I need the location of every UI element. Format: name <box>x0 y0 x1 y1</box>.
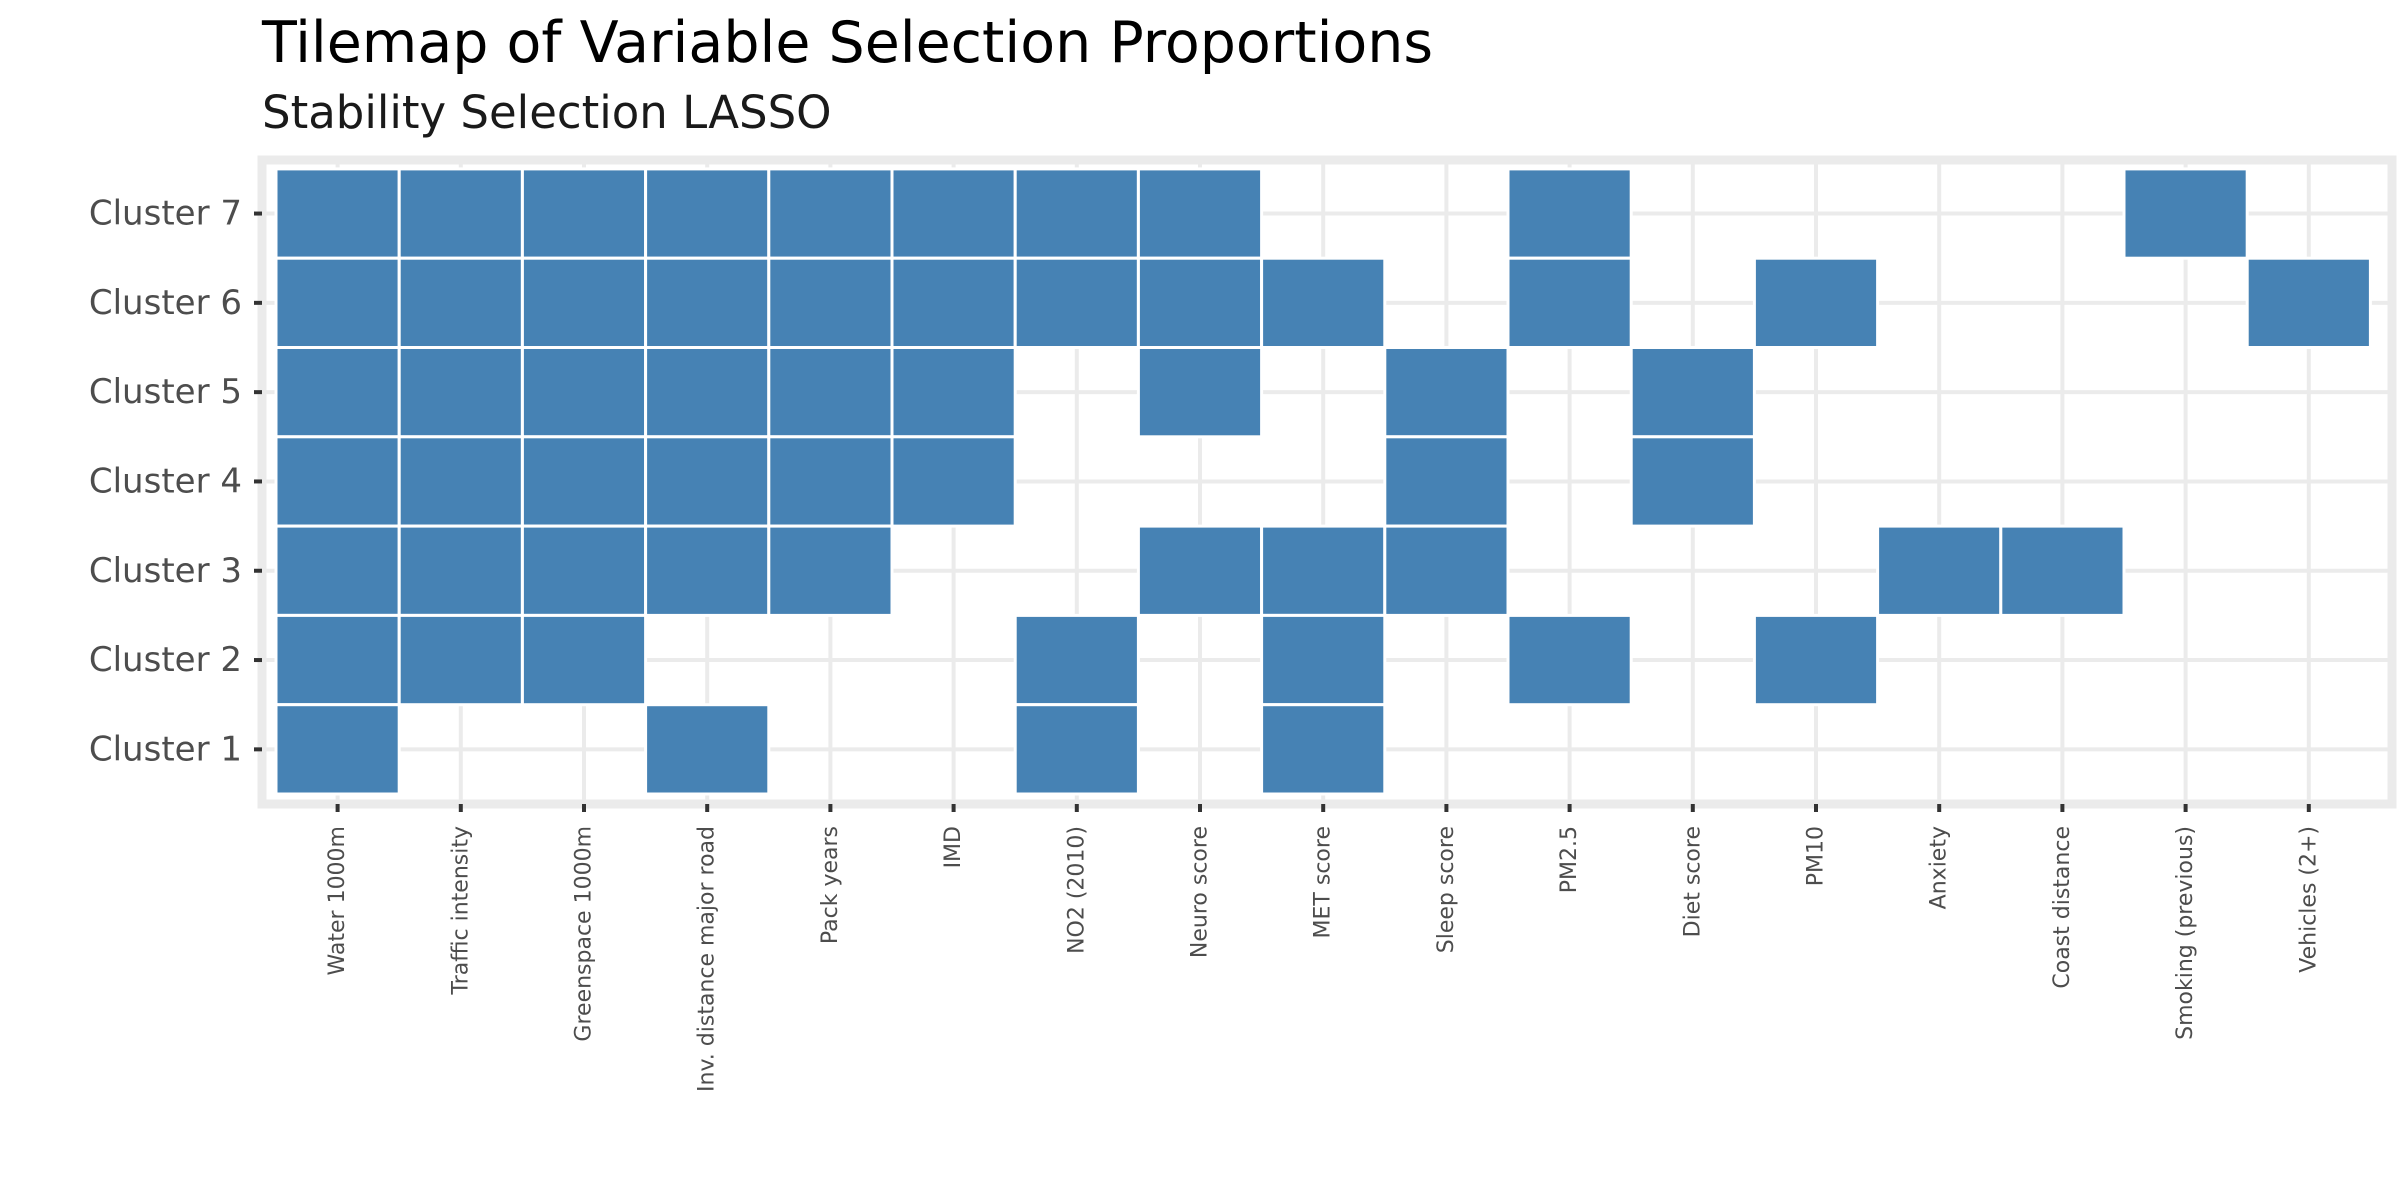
y-tick-label-cluster-7: Cluster 7 <box>89 194 242 234</box>
y-axis: Cluster 1 Cluster 2 Cluster 3 Cluster 4 Clus… <box>89 194 262 769</box>
x-tick-label-met-score: MET score <box>1311 826 1336 938</box>
x-tick-label-sleep-score: Sleep score <box>1434 826 1459 953</box>
tile-cluster-4-diet-score <box>1629 435 1756 528</box>
tile-cluster-5-inv-distance-major-road <box>644 346 771 439</box>
tile-cluster-1-no2-2010 <box>1013 703 1140 796</box>
y-tick-label-cluster-5: Cluster 5 <box>89 372 242 412</box>
x-tick-label-vehicles-2: Vehicles (2+) <box>2296 826 2321 973</box>
tile-cluster-6-no2-2010 <box>1013 256 1140 350</box>
tile-cluster-4-traffic-intensity <box>397 435 524 528</box>
x-tick-label-traffic-intensity: Traffic intensity <box>448 826 473 995</box>
y-tick-label-cluster-2: Cluster 2 <box>89 640 242 680</box>
tile-cluster-5-traffic-intensity <box>397 346 524 439</box>
tile-cluster-2-no2-2010 <box>1013 613 1140 707</box>
x-tick-label-pm2-5: PM2.5 <box>1557 826 1582 893</box>
tile-cluster-5-diet-score <box>1629 346 1756 439</box>
tile-cluster-5-pack-years <box>767 346 894 439</box>
tile-cluster-7-smoking-previous <box>2122 167 2249 260</box>
tile-cluster-7-inv-distance-major-road <box>644 167 771 260</box>
tile-cluster-6-neuro-score <box>1136 256 1264 350</box>
y-tick-label-cluster-1: Cluster 1 <box>89 729 242 769</box>
chart-title: Tilemap of Variable Selection Proportion… <box>262 10 1434 76</box>
y-tick-label-cluster-6: Cluster 6 <box>89 283 242 323</box>
x-tick-label-diet-score: Diet score <box>1680 826 1705 937</box>
tile-cluster-6-inv-distance-major-road <box>644 256 771 350</box>
tile-cluster-4-inv-distance-major-road <box>644 435 771 528</box>
tile-cluster-3-water-1000m <box>274 524 401 617</box>
x-tick-label-inv-distance-major-road: Inv. distance major road <box>695 826 720 1092</box>
tile-cluster-3-neuro-score <box>1136 524 1264 617</box>
tile-cluster-4-greenspace-1000m <box>520 435 648 528</box>
tile-cluster-6-imd <box>890 256 1017 350</box>
tile-cluster-4-sleep-score <box>1383 435 1510 528</box>
y-tick-label-cluster-3: Cluster 3 <box>89 551 242 591</box>
x-tick-label-greenspace-1000m: Greenspace 1000m <box>572 826 597 1042</box>
tile-cluster-3-greenspace-1000m <box>520 524 648 617</box>
tile-cluster-3-inv-distance-major-road <box>644 524 771 617</box>
tile-cluster-2-pm10 <box>1752 613 1880 707</box>
tile-cluster-6-traffic-intensity <box>397 256 524 350</box>
tile-cluster-4-water-1000m <box>274 435 401 528</box>
x-tick-label-neuro-score: Neuro score <box>1188 826 1213 958</box>
tile-cluster-6-water-1000m <box>274 256 401 350</box>
x-tick-label-imd: IMD <box>941 826 966 868</box>
tile-cluster-1-inv-distance-major-road <box>644 703 771 796</box>
tile-cluster-2-met-score <box>1260 613 1387 707</box>
tile-cluster-7-imd <box>890 167 1017 260</box>
tile-cluster-2-water-1000m <box>274 613 401 707</box>
tile-cluster-7-greenspace-1000m <box>520 167 648 260</box>
x-tick-label-no2-2010: NO2 (2010) <box>1064 826 1089 954</box>
tile-cluster-7-pm2-5 <box>1506 167 1633 260</box>
tile-cluster-4-imd <box>890 435 1017 528</box>
tile-cluster-7-pack-years <box>767 167 894 260</box>
x-tick-label-pack-years: Pack years <box>818 826 843 944</box>
tile-cluster-6-vehicles-2 <box>2245 256 2372 350</box>
chart-subtitle: Stability Selection LASSO <box>262 86 832 139</box>
tile-cluster-3-coast-distance <box>1999 524 2126 617</box>
x-tick-label-smoking-previous: Smoking (previous) <box>2173 826 2198 1040</box>
x-axis: Water 1000m Traffic intensity Greenspace 1… <box>325 804 2321 1092</box>
tile-cluster-6-pack-years <box>767 256 894 350</box>
tile-cluster-3-pack-years <box>767 524 894 617</box>
tiles <box>274 167 2372 796</box>
tile-cluster-6-met-score <box>1260 256 1387 350</box>
tile-cluster-5-greenspace-1000m <box>520 346 648 439</box>
tile-cluster-7-water-1000m <box>274 167 401 260</box>
tile-cluster-5-sleep-score <box>1383 346 1510 439</box>
tile-cluster-2-greenspace-1000m <box>520 613 648 707</box>
x-tick-label-anxiety: Anxiety <box>1927 826 1952 909</box>
tile-cluster-6-pm10 <box>1752 256 1880 350</box>
tile-cluster-7-no2-2010 <box>1013 167 1140 260</box>
tile-cluster-3-anxiety <box>1876 524 2003 617</box>
tile-cluster-2-traffic-intensity <box>397 613 524 707</box>
tile-cluster-7-traffic-intensity <box>397 167 524 260</box>
y-tick-label-cluster-4: Cluster 4 <box>89 461 242 501</box>
tile-cluster-6-pm2-5 <box>1506 256 1633 350</box>
x-tick-label-coast-distance: Coast distance <box>2050 826 2075 989</box>
tile-cluster-2-pm2-5 <box>1506 613 1633 707</box>
tile-cluster-3-sleep-score <box>1383 524 1510 617</box>
tile-cluster-1-met-score <box>1260 703 1387 796</box>
tile-cluster-5-neuro-score <box>1136 346 1264 439</box>
x-tick-label-pm10: PM10 <box>1804 826 1829 886</box>
tile-cluster-4-pack-years <box>767 435 894 528</box>
tile-cluster-3-met-score <box>1260 524 1387 617</box>
tile-cluster-5-imd <box>890 346 1017 439</box>
tile-cluster-7-neuro-score <box>1136 167 1264 260</box>
tile-cluster-5-water-1000m <box>274 346 401 439</box>
x-tick-label-water-1000m: Water 1000m <box>325 826 350 975</box>
tile-cluster-1-water-1000m <box>274 703 401 796</box>
tile-cluster-6-greenspace-1000m <box>520 256 648 350</box>
tile-cluster-3-traffic-intensity <box>397 524 524 617</box>
